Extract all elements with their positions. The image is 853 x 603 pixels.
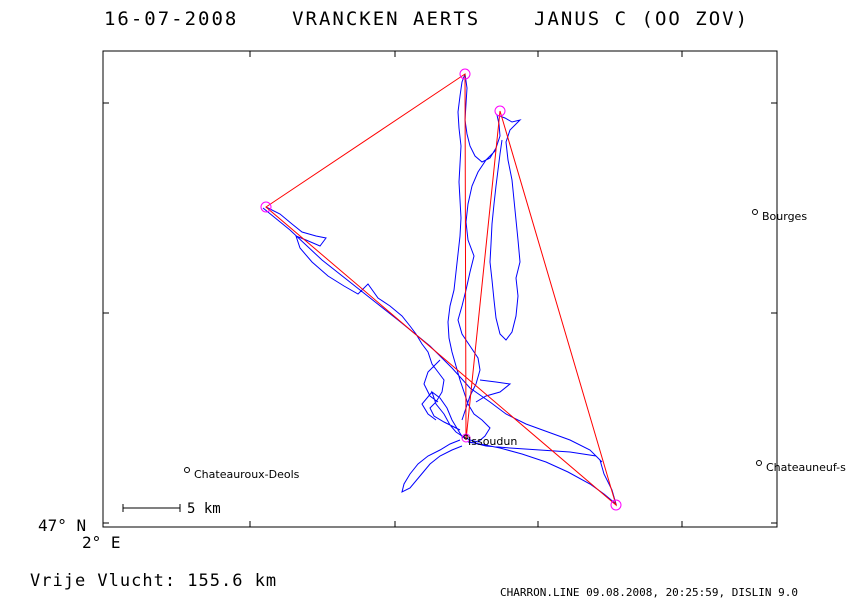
glider-name: JANUS C (OO ZOV) [534,8,750,30]
place-label: Chateauneuf-s [766,461,846,474]
place-bourges: Bourges [752,209,807,223]
place-label: Bourges [762,210,807,223]
footer-info: CHARRON.LINE 09.08.2008, 20:25:59, DISLI… [500,586,799,599]
scale-bar: 5 km [122,501,221,517]
turnpoints [260,68,622,511]
circle-marker-icon [752,209,758,215]
latitude-label: 47° N [38,516,87,535]
place-label: Chateauroux-Deols [194,468,300,481]
turnpoint-start [461,433,471,443]
map-title: 16-07-2008 VRANCKEN AERTS JANUS C (OO ZO… [0,8,853,30]
task-legs [265,73,617,507]
flight-distance: Vrije Vlucht: 155.6 km [30,571,278,591]
flight-date: 16-07-2008 [103,8,239,30]
axis-ticks [103,51,777,527]
map-frame [102,50,778,528]
circle-marker-icon [463,434,469,440]
turnpoint-2 [494,105,506,117]
gps-track [262,73,617,506]
place-chateauroux: Chateauroux-Deols [184,467,300,481]
circle-marker-icon [756,460,762,466]
scale-label: 5 km [187,501,221,517]
turnpoint-3 [260,201,272,213]
place-chateauneuf: Chateauneuf-s [756,460,846,474]
longitude-label: 2° E [82,533,121,552]
place-issoudun: Issoudun [463,434,517,448]
pilot-names: VRANCKEN AERTS [292,8,481,30]
place-label: Issoudun [468,435,517,448]
turnpoint-1 [459,68,471,80]
circle-marker-icon [184,467,190,473]
turnpoint-4 [610,499,622,511]
